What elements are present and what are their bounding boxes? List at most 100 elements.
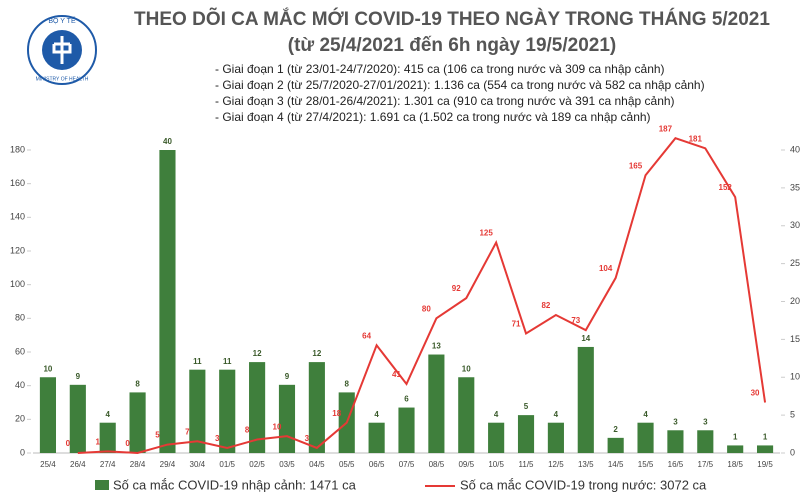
- bar: [667, 430, 684, 453]
- y-tick-label: 20: [15, 414, 25, 424]
- y-tick-label: 40: [15, 380, 25, 390]
- x-tick-label: 10/5: [488, 460, 504, 469]
- line-label: 80: [422, 304, 431, 313]
- line-label: 71: [512, 320, 521, 329]
- line-label: 3: [305, 434, 310, 443]
- bar-label: 4: [554, 410, 559, 419]
- y-tick-label: 80: [15, 313, 25, 323]
- logo-cross: [52, 36, 72, 64]
- x-tick-label: 19/5: [757, 460, 773, 469]
- x-tick-label: 01/5: [219, 460, 235, 469]
- bar-label: 4: [494, 410, 499, 419]
- line-label: 18: [332, 409, 341, 418]
- logo-text: BỘ Y TẾ: [48, 15, 76, 25]
- bar: [249, 362, 266, 453]
- bar-label: 14: [581, 334, 590, 343]
- line: [77, 137, 767, 455]
- bar: [517, 415, 535, 453]
- x-tick-label: 27/4: [100, 460, 116, 469]
- line-label: 1: [95, 437, 100, 446]
- bar-label: 4: [643, 410, 648, 419]
- x-tick-label: 07/5: [399, 460, 415, 469]
- y2-tick-label: 5: [790, 410, 795, 420]
- y2-tick-label: 40: [790, 144, 800, 154]
- line-label: 7: [185, 427, 190, 436]
- y-tick-label: 0: [20, 447, 25, 457]
- line-label: 181: [689, 134, 703, 143]
- bar: [39, 377, 57, 453]
- bar-label: 1: [763, 433, 768, 442]
- line-label: 0: [125, 439, 130, 448]
- line-label: 41: [392, 370, 401, 379]
- bar-label: 4: [374, 410, 379, 419]
- y2-tick-label: 25: [790, 258, 800, 268]
- line-label: 187: [659, 124, 673, 133]
- bar-label: 13: [432, 342, 441, 351]
- line-label: 64: [362, 331, 371, 340]
- bar: [189, 369, 206, 453]
- x-tick-label: 08/5: [429, 460, 445, 469]
- annotation: - Giai đoạn 2 (từ 25/7/2020-27/01/2021):…: [215, 78, 705, 92]
- x-tick-label: 05/5: [339, 460, 355, 469]
- bar: [577, 346, 594, 453]
- bar: [69, 384, 86, 453]
- line-label: 152: [719, 183, 733, 192]
- y-tick-label: 180: [10, 144, 25, 154]
- bar: [607, 437, 624, 453]
- line-label: 82: [541, 301, 550, 310]
- bar: [219, 369, 236, 453]
- legend-swatch: [95, 480, 109, 490]
- bar: [129, 392, 146, 453]
- y-tick-label: 60: [15, 346, 25, 356]
- bar: [547, 422, 564, 453]
- x-tick-label: 14/5: [608, 460, 624, 469]
- bar: [428, 354, 445, 453]
- bar-label: 5: [524, 402, 529, 411]
- line-label: 0: [66, 439, 71, 448]
- bar: [488, 422, 505, 453]
- x-tick-label: 12/5: [548, 460, 564, 469]
- y-tick-label: 100: [10, 279, 25, 289]
- line-label: 10: [273, 422, 282, 431]
- legend-label: Số ca mắc COVID-19 nhập cảnh: 1471 ca: [113, 477, 357, 492]
- line-label: 30: [751, 389, 760, 398]
- y-tick-label: 140: [10, 212, 25, 222]
- line-label: 8: [245, 426, 250, 435]
- bar-label: 3: [673, 417, 678, 426]
- bar-label: 4: [105, 410, 110, 419]
- bar-label: 40: [163, 137, 172, 146]
- y-tick-label: 120: [10, 245, 25, 255]
- bar-label: 10: [462, 364, 471, 373]
- bar-label: 9: [76, 372, 81, 381]
- bar: [99, 422, 116, 453]
- line-label: 104: [599, 264, 613, 273]
- x-tick-label: 03/5: [279, 460, 295, 469]
- bar-label: 12: [253, 349, 262, 358]
- annotation: - Giai đoạn 4 (từ 27/4/2021): 1.691 ca (…: [215, 110, 651, 124]
- bar: [308, 362, 325, 453]
- bar-label: 11: [223, 357, 232, 366]
- line-label: 5: [155, 431, 160, 440]
- bar: [458, 377, 475, 453]
- logo-subtext: MINISTRY OF HEALTH: [36, 76, 89, 82]
- y2-tick-label: 15: [790, 334, 800, 344]
- x-tick-label: 29/4: [160, 460, 176, 469]
- x-tick-label: 09/5: [458, 460, 474, 469]
- chart-subtitle: (từ 25/4/2021 đến 6h ngày 19/5/2021): [288, 35, 616, 56]
- bar: [278, 384, 296, 453]
- line-label: 73: [571, 316, 580, 325]
- annotation: - Giai đoạn 3 (từ 28/01-26/4/2021): 1.30…: [215, 94, 675, 108]
- x-tick-label: 11/5: [519, 460, 535, 469]
- bar-label: 12: [312, 349, 321, 358]
- bar: [697, 430, 714, 453]
- y2-tick-label: 30: [790, 220, 800, 230]
- line-label: 92: [452, 284, 461, 293]
- bar-label: 8: [345, 380, 350, 389]
- logo: BỘ Y TẾ MINISTRY OF HEALTH: [27, 15, 97, 85]
- legend-label: Số ca mắc COVID-19 trong nước: 3072 ca: [460, 477, 707, 492]
- bar-label: 3: [703, 417, 708, 426]
- y-tick-label: 160: [10, 178, 25, 188]
- y2-tick-label: 10: [790, 372, 800, 382]
